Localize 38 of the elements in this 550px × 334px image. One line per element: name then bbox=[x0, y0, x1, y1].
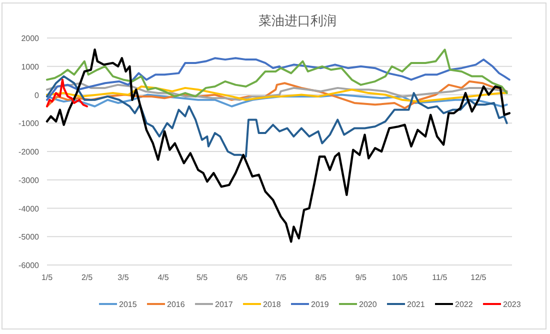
x-tick-label: 8/5 bbox=[315, 273, 327, 282]
legend-label: 2022 bbox=[455, 300, 474, 309]
x-tick-label: 4/5 bbox=[158, 273, 170, 282]
y-tick-label: 1000 bbox=[21, 62, 40, 72]
x-tick-label: 12/5 bbox=[470, 273, 487, 282]
line-series bbox=[46, 57, 510, 101]
x-tick-label: 6/5 bbox=[236, 273, 248, 282]
x-tick-label: 3/5 bbox=[118, 273, 130, 282]
y-tick-label: -1000 bbox=[18, 119, 40, 128]
legend-label: 2017 bbox=[215, 300, 234, 309]
line-series bbox=[46, 48, 511, 243]
y-tick-label: 2000 bbox=[21, 34, 40, 43]
x-tick-label: 7/5 bbox=[275, 273, 287, 282]
x-tick-label: 2/5 bbox=[81, 273, 94, 282]
line-series bbox=[46, 82, 508, 101]
y-tick-label: -6000 bbox=[18, 261, 40, 270]
y-tick-label: -4000 bbox=[18, 204, 40, 214]
chart-title: 菜油进口利润 bbox=[258, 13, 336, 28]
y-tick-label: -5000 bbox=[18, 232, 40, 242]
y-tick-label: -3000 bbox=[18, 176, 40, 185]
legend-label: 2015 bbox=[119, 300, 138, 309]
line-series bbox=[46, 48, 508, 98]
legend-label: 2023 bbox=[503, 300, 522, 309]
legend-label: 2021 bbox=[407, 300, 426, 309]
line-series bbox=[46, 75, 508, 158]
legend-label: 2016 bbox=[167, 300, 186, 309]
line-series bbox=[46, 86, 508, 103]
x-tick-label: 1/5 bbox=[41, 273, 54, 282]
x-tick-label: 11/5 bbox=[432, 273, 448, 282]
x-tick-label: 5/5 bbox=[196, 273, 208, 282]
y-tick-label: -2000 bbox=[18, 148, 40, 156]
line-series bbox=[46, 78, 88, 108]
x-tick-label: 9/5 bbox=[355, 273, 367, 282]
legend-label: 2020 bbox=[359, 300, 378, 309]
legend-label: 2018 bbox=[263, 300, 282, 309]
legend-label: 2019 bbox=[311, 300, 330, 309]
x-tick-label: 10/5 bbox=[392, 273, 408, 282]
y-tick-label: 0 bbox=[34, 90, 40, 100]
